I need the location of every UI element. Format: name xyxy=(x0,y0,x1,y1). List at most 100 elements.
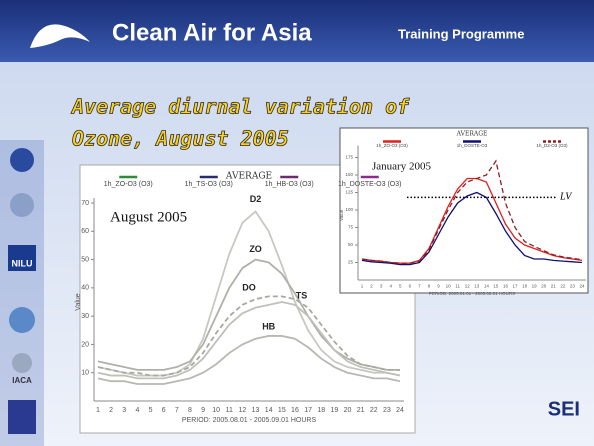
x-tick-label: 7 xyxy=(418,284,421,289)
line-series xyxy=(97,335,401,385)
y-tick-label: 100 xyxy=(345,207,353,212)
x-tick-label: 20 xyxy=(344,407,352,414)
x-tick-label: 24 xyxy=(396,407,404,414)
legend-label: 1h_TS-O3 (O3) xyxy=(185,181,233,188)
logo xyxy=(8,245,36,271)
header-band xyxy=(0,0,594,62)
sei-logo: SEI xyxy=(548,398,580,420)
header-title: Clean Air for Asia xyxy=(112,19,312,46)
x-axis-label: PERIOD: 2005.01.01 - 2005.02.01 HOURS xyxy=(429,291,515,296)
line-series xyxy=(97,258,400,371)
x-tick-label: 9 xyxy=(201,407,205,414)
x-tick-label: 8 xyxy=(188,407,192,414)
x-tick-label: 15 xyxy=(493,284,499,289)
x-tick-label: 9 xyxy=(437,284,440,289)
x-tick-label: 6 xyxy=(409,284,412,289)
legend-label: 1h_DOSTE-O3 (O3) xyxy=(338,181,401,188)
logo-swirl xyxy=(30,24,90,48)
x-tick-label: 21 xyxy=(357,407,365,414)
x-tick-label: 20 xyxy=(541,284,547,289)
x-tick-label: 23 xyxy=(383,407,391,414)
x-axis-label: PERIOD: 2005.08.01 - 2005.09.01 HOURS xyxy=(182,417,317,424)
chart-title: AVERAGE xyxy=(456,131,488,138)
y-tick-label: 30 xyxy=(81,313,89,320)
x-tick-label: 3 xyxy=(122,407,126,414)
y-tick-label: 175 xyxy=(345,155,353,160)
x-tick-label: 7 xyxy=(175,407,179,414)
x-tick-label: 1 xyxy=(96,407,100,414)
y-tick-label: 60 xyxy=(81,228,89,235)
reference-label: LV xyxy=(559,192,573,203)
chart-panel xyxy=(339,127,589,294)
line-series xyxy=(361,159,583,264)
logo xyxy=(9,307,35,333)
logo xyxy=(10,148,34,172)
x-tick-label: 18 xyxy=(522,284,528,289)
header-subtitle: Training Programme xyxy=(398,26,524,41)
x-tick-label: 8 xyxy=(428,284,431,289)
x-tick-label: 22 xyxy=(370,407,378,414)
y-tick-label: 40 xyxy=(81,285,89,292)
x-tick-label: 3 xyxy=(380,284,383,289)
series-label: HB xyxy=(262,321,275,331)
line-series xyxy=(97,295,400,377)
x-tick-label: 10 xyxy=(212,407,220,414)
x-tick-label: 17 xyxy=(304,407,312,414)
legend-label: 1h_ZO-O3 (O3) xyxy=(104,181,153,188)
logo-strip xyxy=(0,140,44,446)
x-tick-label: 13 xyxy=(252,407,260,414)
x-tick-label: 24 xyxy=(579,284,585,289)
series-label: DO xyxy=(242,283,256,293)
legend-label: 1h_HB-O3 (O3) xyxy=(265,181,314,188)
legend-label: 1h_ZO-O3 (O3) xyxy=(376,143,408,148)
x-tick-label: 23 xyxy=(570,284,576,289)
x-tick-label: 15 xyxy=(278,407,286,414)
y-tick-label: 10 xyxy=(81,370,89,377)
x-tick-label: 13 xyxy=(474,284,480,289)
y-axis-label: Value xyxy=(75,293,82,310)
x-tick-label: 4 xyxy=(389,284,392,289)
x-tick-label: 21 xyxy=(551,284,557,289)
line-series xyxy=(97,301,401,380)
x-tick-label: 12 xyxy=(465,284,471,289)
y-tick-label: 20 xyxy=(81,341,89,348)
series-label: D2 xyxy=(250,194,262,204)
x-tick-label: 5 xyxy=(399,284,402,289)
x-tick-label: 12 xyxy=(239,407,247,414)
x-tick-label: 6 xyxy=(162,407,166,414)
x-tick-label: 22 xyxy=(560,284,566,289)
logo xyxy=(8,400,36,434)
x-tick-label: 14 xyxy=(484,284,490,289)
logo-text: IACA xyxy=(12,376,32,385)
x-tick-label: 2 xyxy=(370,284,373,289)
x-tick-label: 18 xyxy=(317,407,325,414)
slide-title: Ozone, August 2005 xyxy=(72,127,289,151)
series-label: ZO xyxy=(249,244,262,254)
y-tick-label: 50 xyxy=(348,242,354,247)
legend-label: 1h_DOSTE-O3 xyxy=(457,143,488,148)
y-tick-label: 70 xyxy=(81,200,89,207)
x-tick-label: 11 xyxy=(455,284,460,289)
x-tick-label: 2 xyxy=(109,407,113,414)
x-tick-label: 16 xyxy=(291,407,299,414)
annotation: January 2005 xyxy=(372,161,431,173)
annotation: August 2005 xyxy=(110,209,187,225)
y-tick-label: 150 xyxy=(345,172,353,177)
y-axis-label: Value xyxy=(339,209,344,221)
slide-title: Average diurnal variation of xyxy=(70,95,410,119)
x-tick-label: 10 xyxy=(446,284,452,289)
series-label: TS xyxy=(296,290,308,300)
chart-title: AVERAGE xyxy=(225,172,272,182)
logo xyxy=(12,353,32,373)
x-tick-label: 19 xyxy=(532,284,538,289)
y-tick-label: 75 xyxy=(348,225,354,230)
logo xyxy=(10,193,34,217)
x-tick-label: 16 xyxy=(503,284,509,289)
x-tick-label: 19 xyxy=(330,407,338,414)
legend-label: 1h_D2-O3 (O3) xyxy=(536,143,568,148)
y-tick-label: 25 xyxy=(348,260,354,265)
x-tick-label: 1 xyxy=(361,284,364,289)
x-tick-label: 11 xyxy=(226,407,233,414)
x-tick-label: 17 xyxy=(513,284,519,289)
